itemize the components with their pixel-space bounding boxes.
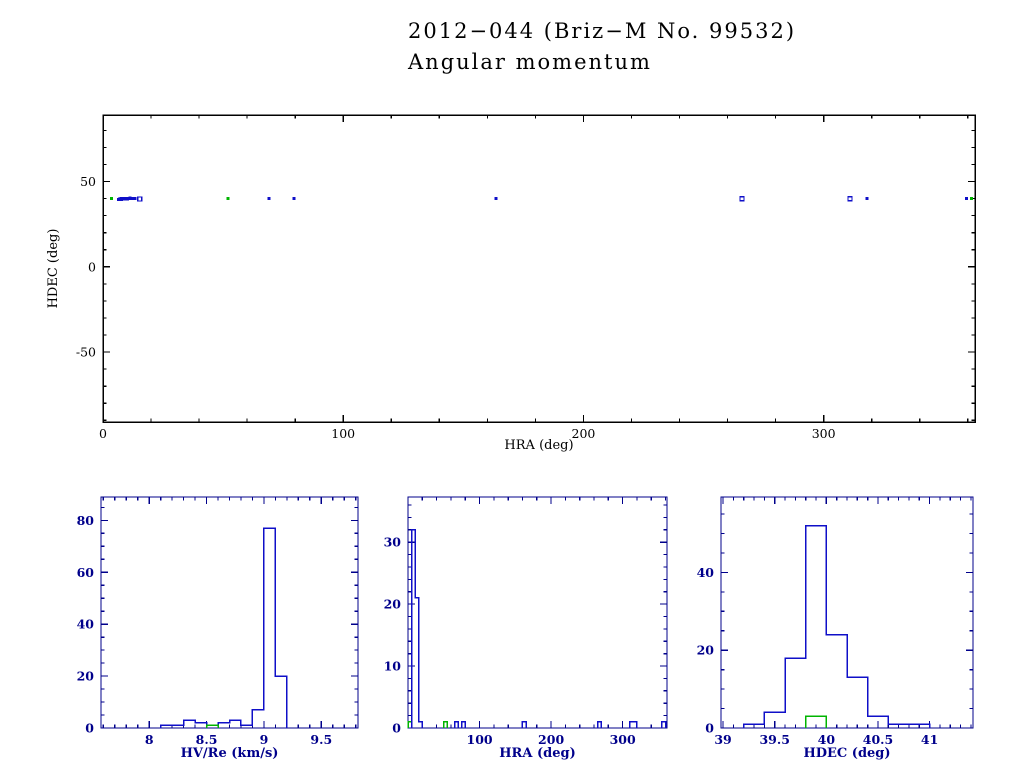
svg-text:40: 40 [818,732,836,747]
svg-text:0: 0 [85,721,94,736]
svg-text:200: 200 [572,426,596,441]
svg-text:80: 80 [77,513,95,528]
svg-text:8: 8 [145,732,154,747]
svg-text:30: 30 [384,535,402,550]
hist-hv-re-hist-blue [159,527,288,728]
svg-text:20: 20 [384,597,402,612]
hist-hra: 100 200 300 0 10 20 30 HRA (deg) [384,496,668,761]
svg-text:9.5: 9.5 [310,732,332,747]
svg-text:300: 300 [610,732,636,747]
svg-text:39: 39 [714,732,731,747]
svg-text:41: 41 [921,732,938,747]
svg-text:300: 300 [812,426,836,441]
svg-text:40: 40 [77,617,95,632]
svg-text:10: 10 [384,659,402,674]
svg-text:40.5: 40.5 [863,732,893,747]
svg-text:0: 0 [705,721,714,736]
svg-text:HV/Re (km/s): HV/Re (km/s) [181,746,279,761]
main-scatter-hra-hdec-series-green-filled [110,197,973,201]
main-scatter-hra-hdec-series-blue-open [137,196,853,202]
svg-text:0: 0 [392,721,401,736]
main-scatter-hra-hdec: 0 100 200 300 -50 0 50 HRA (deg) HDEC (deg) [46,114,976,453]
svg-text:0: 0 [99,426,107,441]
svg-text:HDEC (deg): HDEC (deg) [803,746,890,761]
plot-title-line1: 2012−044 (Briz−M No. 99532) [408,19,797,43]
svg-text:200: 200 [538,732,564,747]
svg-text:0: 0 [88,259,96,274]
svg-text:60: 60 [77,565,95,580]
svg-text:9: 9 [260,732,269,747]
svg-text:20: 20 [77,669,95,684]
main-scatter-hra-hdec-series-blue-filled [116,196,969,201]
plot-title: 2012−044 (Briz−M No. 99532) Angular mome… [408,16,796,78]
svg-text:100: 100 [467,732,493,747]
svg-text:HDEC (deg): HDEC (deg) [46,229,61,309]
svg-text:40: 40 [697,565,715,580]
svg-text:HRA (deg): HRA (deg) [499,746,575,761]
svg-text:8.5: 8.5 [196,732,218,747]
plot-title-line2: Angular momentum [408,50,652,74]
svg-text:HRA (deg): HRA (deg) [504,438,573,453]
svg-text:100: 100 [331,426,355,441]
hist-hv-re-hist-green [205,724,219,728]
hist-hdec-hist-blue [742,525,931,728]
svg-text:20: 20 [697,643,715,658]
hist-hv-re: 8 8.5 9 9.5 0 20 40 60 80 HV/Re (km/s) [77,496,359,761]
svg-text:39.5: 39.5 [759,732,789,747]
hist-hra-hist-blue [410,529,667,728]
hist-hdec-hist-green [804,715,828,728]
svg-text:-50: -50 [76,345,96,360]
svg-text:50: 50 [80,174,96,189]
